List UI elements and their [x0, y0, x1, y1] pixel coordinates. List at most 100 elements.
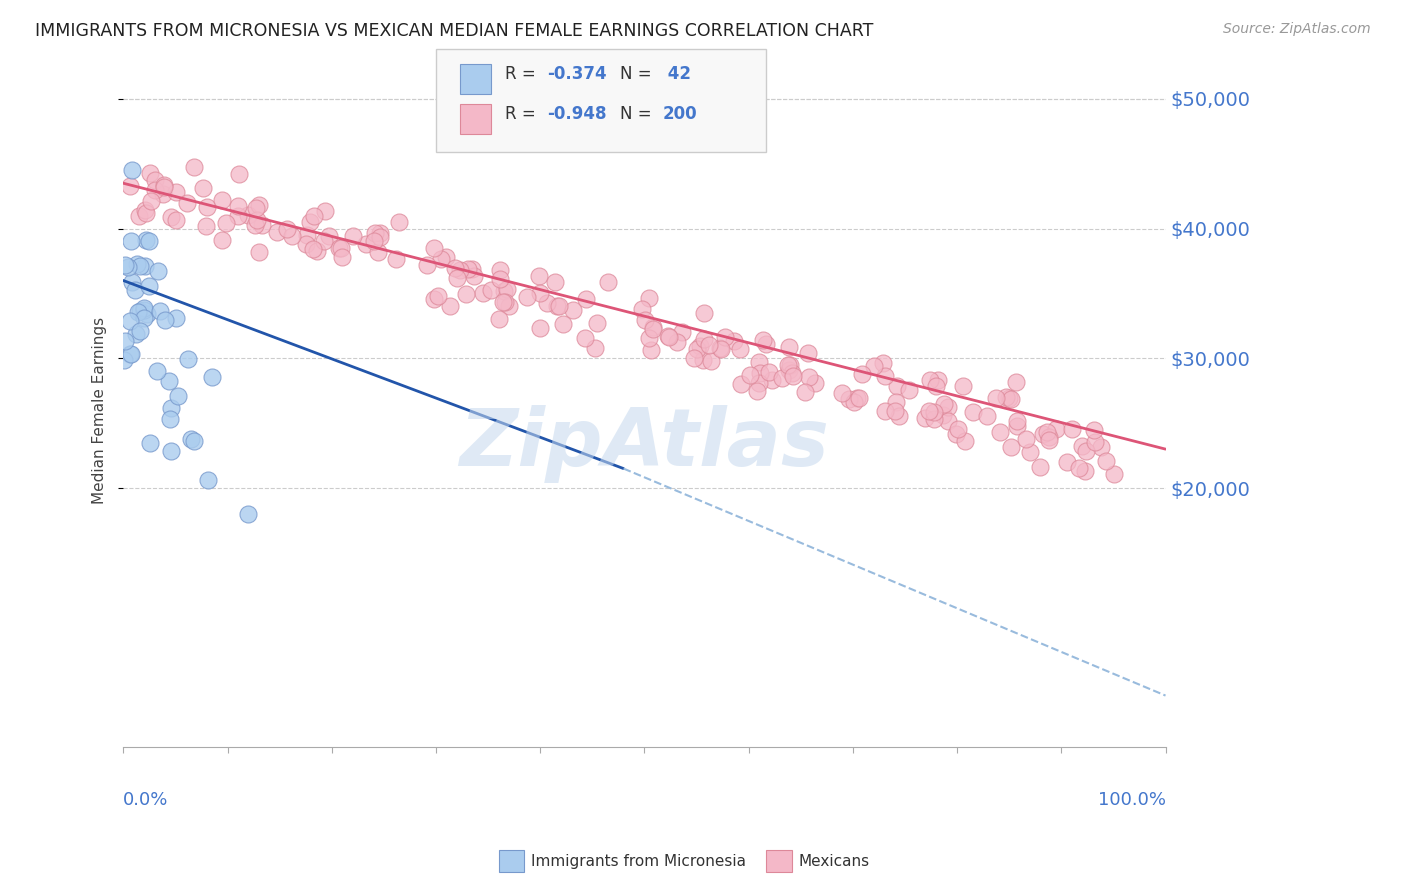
Point [368, 230, 391, 244]
Point [456, 287, 478, 301]
Point [1067, 461, 1090, 475]
Point [328, 241, 350, 255]
Point [195, 219, 218, 233]
Point [657, 329, 679, 343]
Point [682, 351, 704, 365]
Text: 200: 200 [662, 105, 697, 123]
Point [1038, 430, 1060, 444]
Point [1045, 422, 1067, 436]
Point [962, 405, 984, 419]
Point [139, 436, 162, 450]
Point [936, 400, 959, 414]
Point [984, 391, 1007, 405]
Point [215, 216, 238, 230]
Point [152, 178, 174, 192]
Point [143, 173, 166, 187]
Point [176, 352, 198, 367]
Point [201, 370, 224, 384]
Point [138, 235, 160, 249]
Point [641, 322, 664, 336]
Point [1028, 459, 1050, 474]
Text: N =: N = [620, 105, 657, 123]
Point [427, 288, 450, 302]
Y-axis label: Median Female Earnings: Median Female Earnings [93, 317, 107, 504]
Point [634, 313, 657, 327]
Point [770, 371, 793, 385]
Point [796, 346, 818, 360]
Point [120, 347, 142, 361]
Point [710, 342, 733, 356]
Point [884, 404, 907, 418]
Point [529, 321, 551, 335]
Point [247, 198, 270, 212]
Point [780, 366, 803, 380]
Point [714, 330, 737, 344]
Point [354, 236, 377, 251]
Point [135, 233, 157, 247]
Point [918, 373, 941, 387]
Point [191, 180, 214, 194]
Point [1015, 432, 1038, 446]
Point [709, 341, 731, 355]
Point [160, 211, 183, 225]
Point [135, 307, 157, 321]
Point [1070, 439, 1092, 453]
Point [159, 444, 181, 458]
Point [697, 338, 720, 352]
Point [211, 193, 233, 207]
Point [307, 244, 329, 258]
Point [638, 331, 661, 345]
Point [547, 299, 569, 313]
Point [536, 296, 558, 310]
Point [302, 209, 325, 223]
Point [266, 225, 288, 239]
Point [159, 411, 181, 425]
Point [472, 286, 495, 301]
Point [846, 391, 869, 405]
Point [1005, 414, 1028, 428]
Point [924, 412, 946, 426]
Point [740, 368, 762, 382]
Point [138, 278, 160, 293]
Point [952, 379, 974, 393]
Point [129, 259, 152, 273]
Point [988, 425, 1011, 440]
Point [423, 241, 446, 255]
Point [494, 294, 516, 309]
Point [434, 250, 457, 264]
Point [494, 284, 516, 298]
Text: R =: R = [505, 65, 541, 83]
Point [128, 324, 150, 338]
Point [887, 409, 910, 423]
Point [748, 354, 770, 368]
Point [976, 409, 998, 423]
Point [1038, 433, 1060, 447]
Point [114, 353, 136, 368]
Point [312, 234, 335, 248]
Point [245, 201, 267, 215]
Point [281, 229, 304, 244]
Point [118, 314, 141, 328]
Point [932, 397, 955, 411]
Point [153, 313, 176, 327]
Point [1083, 423, 1105, 437]
Point [118, 347, 141, 361]
Point [295, 227, 318, 242]
Point [998, 391, 1021, 405]
Point [544, 275, 567, 289]
Text: 42: 42 [662, 65, 692, 83]
Point [129, 304, 152, 318]
Point [955, 434, 977, 449]
Point [918, 404, 941, 418]
Point [873, 404, 896, 418]
Text: N =: N = [620, 65, 657, 83]
Point [1000, 392, 1022, 406]
Point [430, 252, 453, 267]
Point [238, 209, 260, 223]
Point [330, 241, 353, 255]
Point [945, 427, 967, 442]
Point [1004, 375, 1026, 389]
Point [886, 379, 908, 393]
Point [146, 364, 169, 378]
Point [226, 209, 249, 223]
